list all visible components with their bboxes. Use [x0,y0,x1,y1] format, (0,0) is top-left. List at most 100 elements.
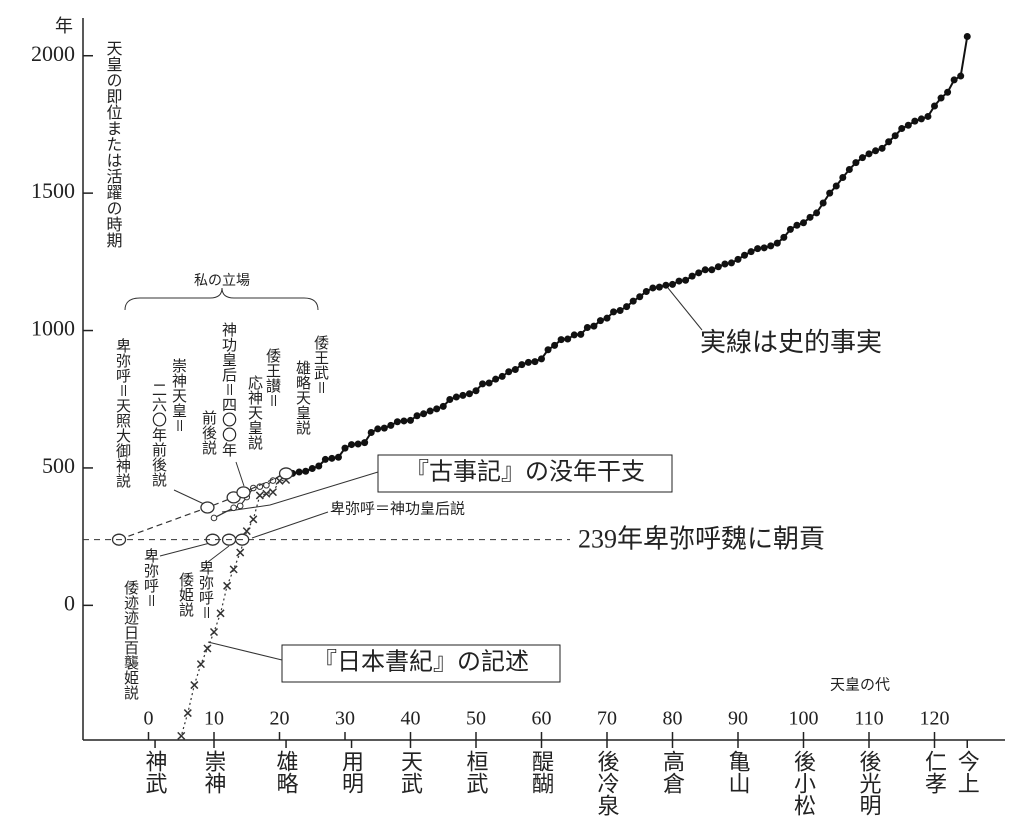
point [302,467,310,475]
point [727,259,735,267]
annotation: 倭姫説 [177,572,194,618]
point [407,416,414,424]
point [649,284,657,292]
point [623,303,631,311]
point [950,76,958,84]
point [268,488,277,497]
point [255,491,264,500]
annotation: 前後説 [200,410,217,456]
point [636,293,644,301]
point [826,189,834,197]
point [242,527,251,536]
annotation: 『古事記』の没年干支 [405,459,645,486]
point [845,165,853,173]
point [380,424,388,432]
x-tick-label: 110 [854,708,883,730]
point [196,660,205,669]
point [551,341,559,349]
point [328,454,336,462]
point [800,219,807,227]
point [544,346,552,354]
point [583,324,591,332]
annotation: 崇神天皇＝ [170,358,187,433]
point [793,221,801,229]
point [891,132,899,140]
x-tick-label: 120 [920,708,950,730]
y-tick-label: 2000 [31,41,75,66]
name-tick-label: 後小松 [791,750,816,816]
point [760,244,768,252]
name-tick-label: 雄略 [274,750,299,794]
point [498,372,506,380]
leader-line [207,545,230,563]
point [183,709,192,718]
point [603,314,611,322]
y-tick-label: 0 [64,590,75,615]
annotation: 卑弥呼＝神功皇后説 [330,499,465,517]
point [610,308,618,316]
point [361,439,369,447]
leader-line [667,287,703,331]
y-tick-label: 1000 [31,316,75,341]
name-tick-label: 崇神 [202,750,227,794]
point [701,266,709,274]
point [505,368,513,376]
point [452,393,460,401]
point [216,609,225,618]
point [334,453,342,461]
point [917,115,925,123]
name-tick-label: 用明 [339,750,364,794]
point [171,742,178,749]
point [341,444,349,452]
point [308,464,316,472]
point [786,225,794,233]
point [315,462,323,470]
point [721,260,729,268]
x-axis-label: 天皇の代 [830,676,890,693]
point [741,251,749,259]
name-tick-label: 天武 [398,750,423,794]
point [963,32,971,40]
annotation: 二六〇年前後説 [150,382,167,488]
x-tick-label: 60 [532,708,552,730]
point [669,280,676,288]
point [931,102,938,110]
point [767,242,775,250]
point [177,731,186,740]
point [682,276,690,284]
point [413,412,421,420]
point [190,681,199,690]
x-tick-label: 40 [401,708,421,730]
x-tick-label: 20 [270,708,290,730]
name-tick-label: 亀山 [726,750,751,794]
point [564,335,572,343]
point [203,644,212,653]
annotation-box [377,454,673,493]
leader-line [221,471,379,513]
point [426,407,434,415]
point [944,88,952,96]
point [937,94,945,102]
y-unit: 年 [55,16,73,36]
annotation: 雄略天皇説 [294,360,311,436]
name-tick-label: 高倉 [660,750,685,794]
leader-line [173,489,205,505]
point [878,144,886,152]
name-tick-label: 桓武 [464,750,489,794]
y-tick-label: 500 [42,453,75,478]
y-axis-label: 天皇の即位または活躍の時期 [104,40,123,249]
point [773,239,781,247]
point [321,455,329,463]
point [275,476,284,485]
annotation: 卑弥呼＝ [142,548,159,608]
point [858,154,866,162]
x-tick-label: 90 [728,708,748,730]
point [518,361,526,369]
point [459,391,467,399]
point [229,565,238,574]
point [590,322,598,330]
series-line [292,36,969,475]
annotation: 卑弥呼＝天照大御神説 [114,338,131,489]
point [557,336,565,344]
